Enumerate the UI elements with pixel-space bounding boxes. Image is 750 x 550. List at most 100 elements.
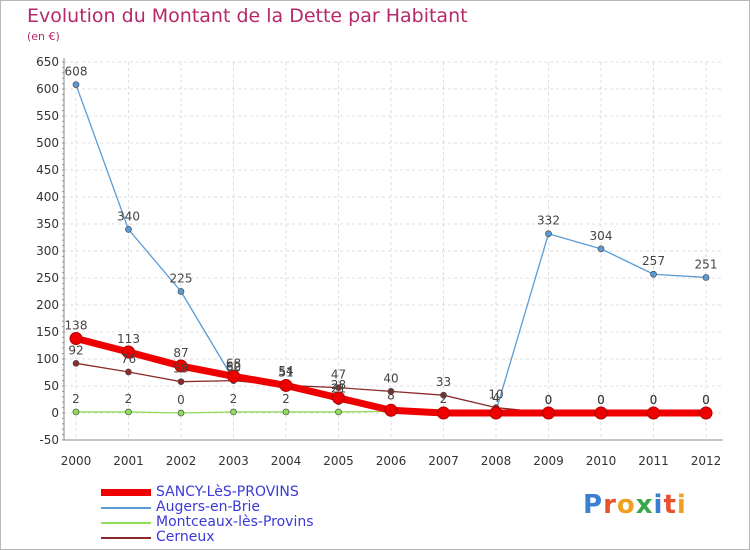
x-tick-label: 2008 (481, 454, 512, 468)
logo-letter: o (616, 490, 636, 520)
data-label: 51 (278, 365, 293, 379)
data-point (69, 331, 83, 345)
data-label: 33 (436, 375, 451, 389)
logo-letter: i (676, 490, 687, 520)
data-label: 54 (278, 364, 293, 378)
data-point (227, 369, 240, 383)
chart-title: Evolution du Montant de la Dette par Hab… (27, 5, 468, 27)
data-label: 2 (440, 392, 448, 406)
data-label: 2 (125, 392, 133, 406)
data-point (647, 406, 660, 420)
data-label: 257 (642, 254, 665, 268)
data-point (72, 408, 80, 416)
data-point (72, 81, 80, 89)
data-point (125, 368, 132, 376)
data-label: 2 (230, 392, 238, 406)
y-tick-label: 650 (36, 55, 59, 69)
y-tick-label: 50 (44, 379, 59, 393)
data-point (597, 245, 605, 253)
data-label: 0 (597, 393, 605, 407)
data-point (177, 409, 185, 417)
y-tick-label: 300 (36, 244, 59, 258)
data-label: 2 (72, 392, 80, 406)
data-point (177, 288, 185, 295)
data-point (335, 408, 342, 416)
data-point (335, 384, 342, 391)
x-tick-label: 2010 (586, 454, 617, 468)
data-point (332, 391, 345, 405)
data-label: 251 (695, 257, 718, 271)
data-label: 340 (117, 209, 140, 223)
y-tick-label: 0 (51, 406, 59, 420)
data-point (122, 345, 135, 359)
data-point (699, 406, 713, 420)
data-point (702, 274, 710, 281)
legend-swatch (101, 522, 151, 524)
y-tick-label: 250 (36, 271, 59, 285)
legend-swatch (101, 507, 151, 509)
x-tick-label: 2002 (166, 454, 197, 468)
y-tick-label: 200 (36, 298, 59, 312)
logo-letter: i (653, 490, 664, 520)
data-point (650, 270, 657, 278)
data-label: 0 (545, 393, 553, 407)
data-point (282, 408, 290, 416)
data-point (440, 391, 447, 399)
data-point (384, 403, 398, 417)
data-label: 0 (702, 393, 710, 407)
y-tick-label: 450 (36, 163, 59, 177)
data-label: 76 (121, 352, 136, 366)
data-label: 304 (590, 229, 613, 243)
y-tick-label: 350 (36, 217, 59, 231)
x-tick-label: 2004 (271, 454, 302, 468)
data-label: 51 (278, 365, 293, 379)
legend-item: Augers-en-Brie (101, 499, 401, 515)
data-point (177, 378, 185, 386)
data-label: 40 (383, 371, 398, 385)
data-point (125, 408, 132, 416)
data-label: 332 (537, 214, 560, 228)
legend-swatch (101, 537, 151, 539)
legend: SANCY-LèS-PROVINS Augers-en-Brie Montceaux… (101, 484, 401, 545)
data-label: 0 (650, 393, 658, 407)
x-tick-label: 2005 (323, 454, 354, 468)
data-point (230, 408, 237, 416)
data-point (387, 388, 395, 395)
data-point (489, 406, 503, 420)
y-tick-label: -50 (39, 433, 59, 447)
legend-item: Cerneux (101, 529, 401, 545)
legend-swatch (101, 489, 151, 496)
x-tick-label: 2003 (218, 454, 249, 468)
data-label: 0 (702, 393, 710, 407)
data-label: 608 (65, 65, 88, 79)
data-point (125, 226, 132, 233)
logo-letter: x (635, 490, 654, 520)
data-label: 4 (492, 391, 500, 405)
legend-label: SANCY-LèS-PROVINS (156, 484, 299, 500)
data-label: 0 (702, 393, 710, 407)
data-label: 0 (545, 393, 553, 407)
data-label: 0 (545, 393, 553, 407)
data-label: 92 (68, 343, 83, 357)
legend-item: Montceaux-lès-Provins (101, 514, 401, 530)
data-label: 21 (331, 382, 346, 396)
data-label: 28 (331, 378, 346, 392)
data-label: 10 (488, 388, 503, 402)
legend-item: SANCY-LèS-PROVINS (101, 484, 401, 500)
x-tick-label: 2007 (428, 454, 459, 468)
data-label: 138 (65, 318, 88, 332)
data-point (594, 406, 608, 420)
legend-label: Cerneux (156, 529, 215, 545)
y-tick-label: 550 (36, 109, 59, 123)
x-tick-label: 2011 (638, 454, 669, 468)
x-tick-label: 2009 (533, 454, 564, 468)
data-label: 87 (173, 346, 188, 360)
data-label: 225 (170, 272, 193, 286)
proxiti-logo: Proxiti (583, 490, 687, 520)
logo-letter: P (583, 490, 604, 520)
data-label: 68 (226, 356, 241, 370)
data-point (437, 406, 450, 420)
y-tick-label: 100 (36, 352, 59, 366)
data-label: 113 (117, 332, 140, 346)
data-label: 0 (597, 393, 605, 407)
